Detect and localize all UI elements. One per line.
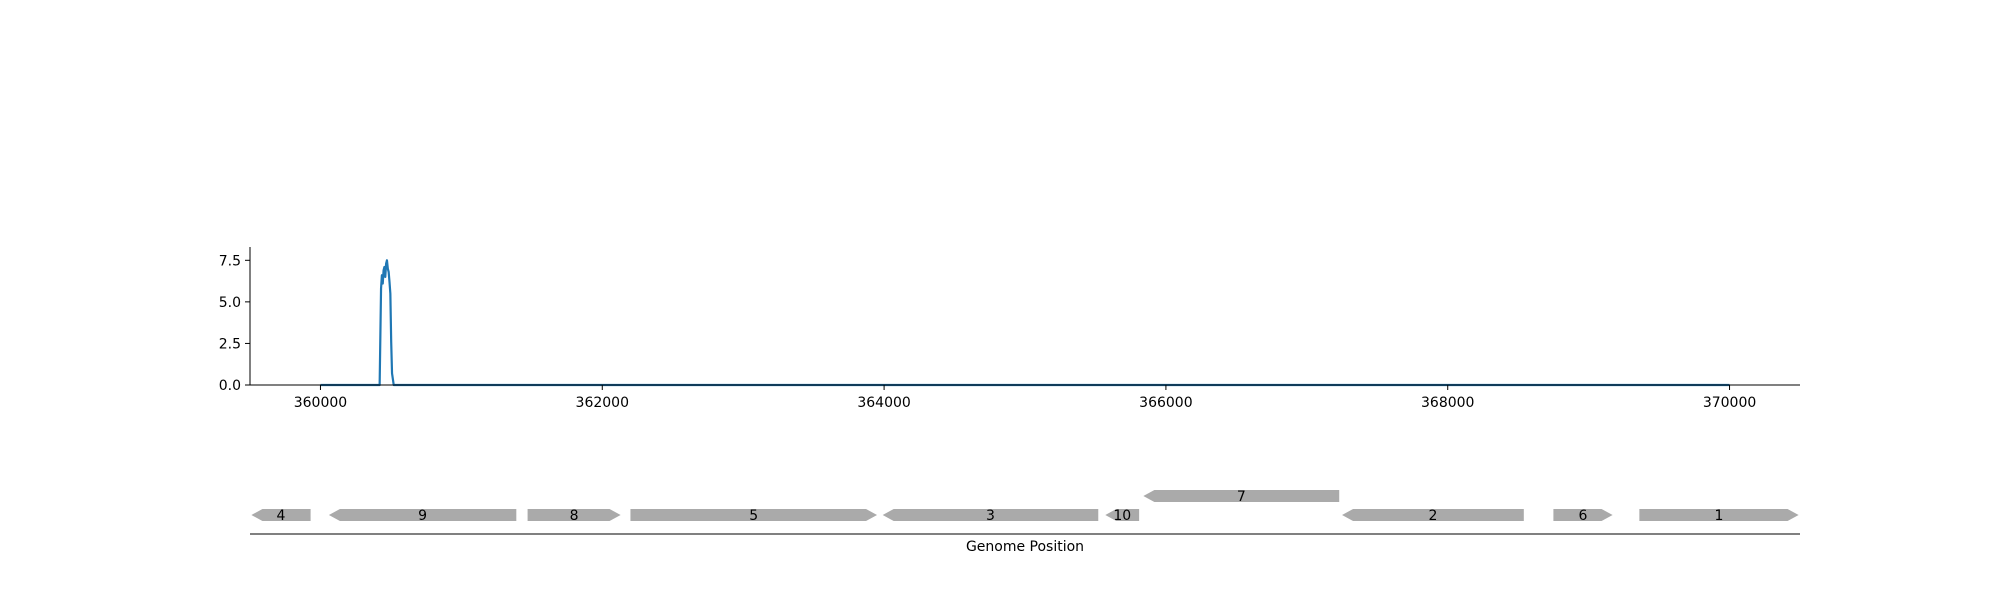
gene-arrow — [527, 509, 621, 521]
x-tick-label: 368000 — [1421, 395, 1474, 411]
y-tick-label: 0.0 — [219, 378, 241, 394]
coverage-line — [320, 259, 1730, 387]
gene-label: 6 — [1579, 508, 1588, 524]
gene-label: 10 — [1113, 508, 1131, 524]
gene-label: 5 — [749, 508, 758, 524]
coverage-plot: 0.0 2.5 5.0 7.5 360000 362000 364000 366000 368… — [219, 247, 1800, 411]
x-tick-label: 362000 — [576, 395, 629, 411]
gene-label: 1 — [1715, 508, 1724, 524]
gene-label: 7 — [1237, 489, 1246, 505]
gene-track-xlabel: Genome Position — [966, 539, 1084, 555]
x-ticks: 360000 362000 364000 366000 368000 370000 — [294, 385, 1756, 411]
gene-arrow — [1553, 509, 1613, 521]
gene-label: 9 — [418, 508, 427, 524]
x-tick-label: 370000 — [1703, 395, 1756, 411]
gene-track: 4 9 8 5 3 10 7 2 6 1 Genome Position — [250, 489, 1800, 555]
x-tick-label: 366000 — [1139, 395, 1192, 411]
gene-arrow — [882, 509, 1099, 521]
gene-label: 4 — [277, 508, 286, 524]
gene-arrow — [1143, 490, 1340, 502]
y-tick-label: 5.0 — [219, 295, 241, 311]
x-tick-label: 360000 — [294, 395, 347, 411]
genes: 4 9 8 5 3 10 7 2 6 1 — [251, 489, 1799, 524]
gene-arrow — [630, 509, 878, 521]
gene-arrow — [1342, 509, 1524, 521]
gene-label: 8 — [570, 508, 579, 524]
y-tick-label: 2.5 — [219, 336, 241, 352]
gene-label: 2 — [1428, 508, 1437, 524]
y-tick-label: 7.5 — [219, 253, 241, 269]
gene-arrow — [1639, 509, 1799, 521]
x-tick-label: 364000 — [857, 395, 910, 411]
gene-label: 3 — [986, 508, 995, 524]
gene-arrow — [251, 509, 311, 521]
gene-arrow — [328, 509, 517, 521]
y-ticks: 0.0 2.5 5.0 7.5 — [219, 253, 250, 394]
gene-arrow — [1105, 509, 1140, 521]
